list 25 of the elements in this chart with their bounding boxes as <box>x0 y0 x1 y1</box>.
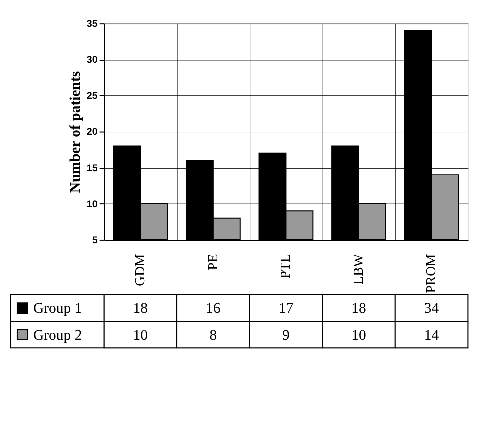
y-tick-label: 15 <box>86 163 98 174</box>
data-label: 10 <box>352 328 366 344</box>
x-tick-label: PTL <box>278 254 294 279</box>
data-label: 9 <box>282 328 290 344</box>
y-tick-label: 30 <box>86 55 98 66</box>
data-label: 34 <box>424 301 440 318</box>
data-label: 14 <box>424 328 440 344</box>
legend-label: Group 1 <box>33 301 82 318</box>
x-tick-label: LBW <box>350 254 366 285</box>
y-tick-label: 5 <box>92 235 98 246</box>
y-tick-label: 25 <box>86 91 98 102</box>
data-label: 10 <box>133 328 148 344</box>
y-tick-label: 10 <box>86 199 98 210</box>
y-tick-label: 20 <box>86 127 98 138</box>
x-tick-label: PROM <box>424 254 439 294</box>
data-label: 18 <box>352 301 366 318</box>
x-tick-label: PE <box>205 254 220 270</box>
data-label: 17 <box>278 301 294 318</box>
data-label: 18 <box>133 301 148 318</box>
data-label: 8 <box>210 328 218 344</box>
x-tick-label: GDM <box>132 254 148 286</box>
y-tick-label: 35 <box>86 19 98 30</box>
y-axis-title: Number of patients <box>68 71 84 194</box>
legend-label: Group 2 <box>33 328 82 344</box>
data-label: 16 <box>206 301 221 318</box>
